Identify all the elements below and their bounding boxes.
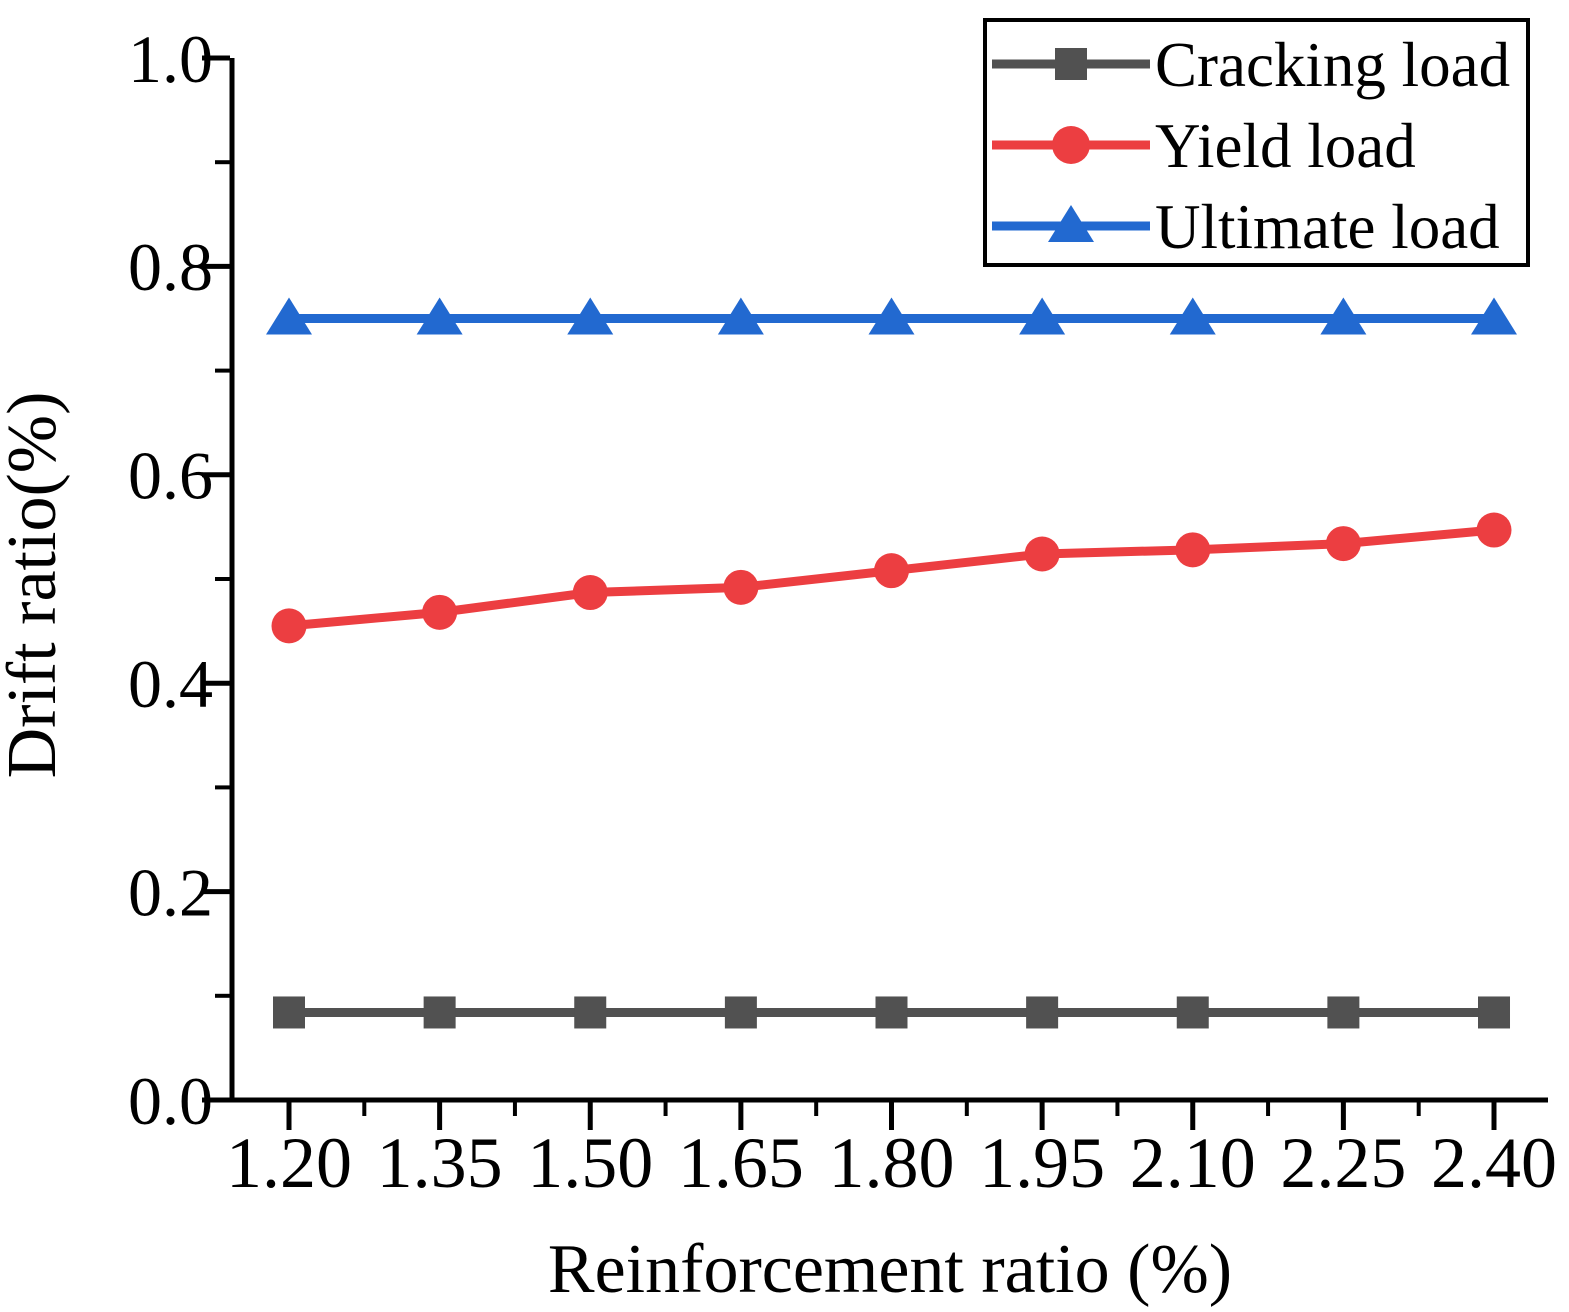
cracking-load-marker <box>724 996 757 1029</box>
x-tick-label: 1.20 <box>226 1123 352 1203</box>
ultimate-load-legend-marker <box>1048 205 1094 242</box>
yield-load-marker <box>572 575 608 611</box>
legend-item-ultimate-load: Ultimate load <box>992 192 1500 262</box>
axes <box>229 58 1548 1103</box>
y-tick-label: 0.0 <box>128 1063 213 1139</box>
cracking-load-marker <box>875 996 908 1029</box>
y-tick-label: 0.4 <box>128 646 213 722</box>
cracking-load-marker <box>1026 996 1059 1029</box>
legend-item-cracking-load: Cracking load <box>992 30 1510 100</box>
yield-load-marker <box>422 594 458 630</box>
y-tick-label: 0.6 <box>128 438 213 514</box>
y-axis-ticks: 0.0 0.2 0.4 0.6 0.8 1.0 <box>128 21 230 1139</box>
yield-load-marker <box>271 608 307 644</box>
ultimate-load-marker <box>868 297 915 335</box>
cracking-load-marker <box>1327 996 1360 1029</box>
x-tick-label: 1.50 <box>527 1123 653 1203</box>
x-tick-label: 2.40 <box>1431 1123 1557 1203</box>
ultimate-load-series <box>266 297 1518 335</box>
legend-label: Cracking load <box>1155 30 1510 100</box>
x-tick-label: 1.35 <box>377 1123 503 1203</box>
yield-load-marker <box>1325 526 1361 562</box>
x-tick-label: 1.80 <box>829 1123 955 1203</box>
legend-label: Ultimate load <box>1155 192 1500 262</box>
ultimate-load-marker <box>416 297 463 335</box>
yield-load-marker <box>1175 532 1211 568</box>
cracking-load-marker <box>574 996 607 1029</box>
ultimate-load-marker <box>717 297 764 335</box>
ultimate-load-marker <box>567 297 614 335</box>
x-axis-title: Reinforcement ratio (%) <box>548 1231 1232 1308</box>
ultimate-load-marker <box>1320 297 1367 335</box>
cracking-load-marker <box>423 996 456 1029</box>
ultimate-load-marker <box>1019 297 1066 335</box>
cracking-load-marker <box>273 996 305 1029</box>
x-axis-ticks: 1.20 1.35 1.50 1.65 1.80 1.95 2.10 2.25 2.40 <box>226 1102 1557 1203</box>
y-axis-title: Drift ratio(%) <box>0 392 71 779</box>
ultimate-load-marker <box>266 297 312 335</box>
cracking-load-series <box>273 996 1511 1029</box>
yield-load-legend-marker <box>1052 126 1090 164</box>
x-tick-label: 1.95 <box>979 1123 1105 1203</box>
y-tick-label: 1.0 <box>128 21 213 97</box>
legend-item-yield-load: Yield load <box>992 111 1416 181</box>
yield-load-marker <box>874 553 910 589</box>
yield-load-marker <box>1024 536 1060 572</box>
yield-load-series <box>271 512 1512 644</box>
ultimate-load-marker <box>1471 297 1518 335</box>
x-tick-label: 1.65 <box>678 1123 804 1203</box>
y-tick-label: 0.2 <box>128 854 213 930</box>
legend: Cracking load Yield load Ultimate load <box>983 18 1530 267</box>
x-tick-label: 2.10 <box>1130 1123 1256 1203</box>
legend-label: Yield load <box>1155 111 1416 181</box>
cracking-load-legend-marker <box>1055 48 1087 80</box>
yield-load-marker <box>723 569 759 605</box>
yield-load-marker <box>1476 512 1512 548</box>
cracking-load-marker <box>1478 996 1511 1029</box>
cracking-load-marker <box>1176 996 1209 1029</box>
x-tick-label: 2.25 <box>1280 1123 1406 1203</box>
y-tick-label: 0.8 <box>128 229 213 305</box>
ultimate-load-marker <box>1169 297 1216 335</box>
